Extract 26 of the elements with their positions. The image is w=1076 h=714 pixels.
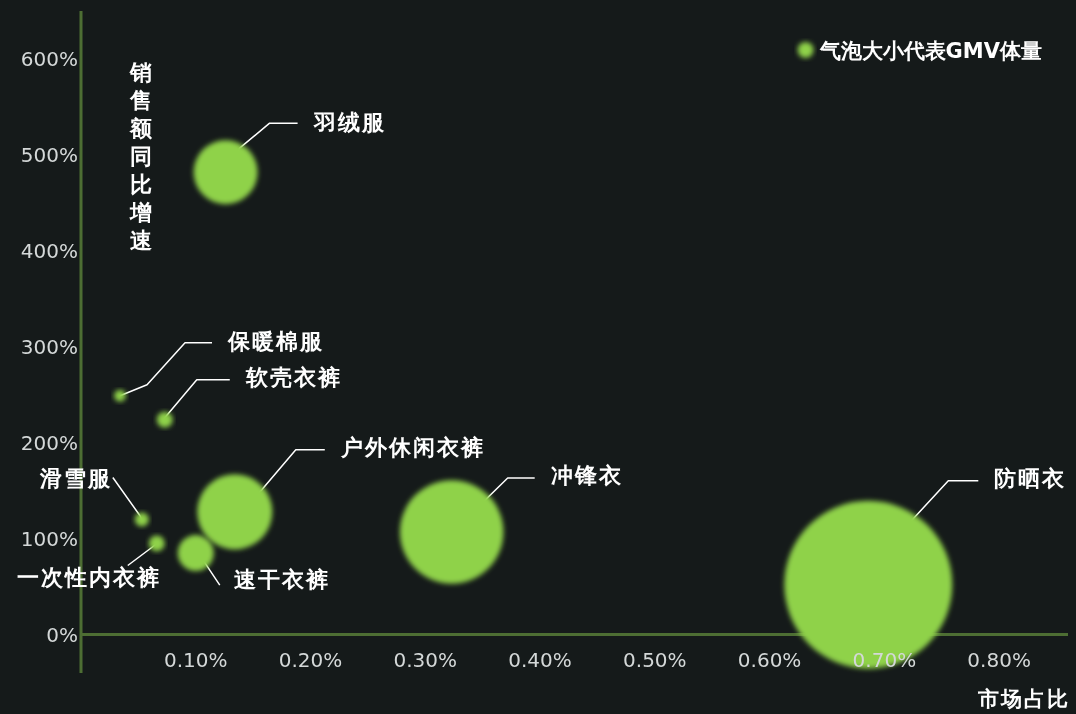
x-tick-label: 0.40%: [508, 647, 572, 672]
annotation: 滑雪服: [38, 466, 112, 492]
x-axis-title: 市场占比: [977, 687, 1070, 711]
annotation: 保暖棉服: [227, 328, 325, 354]
x-tick-label: 0.60%: [737, 647, 802, 672]
annotation: 户外休闲衣裤: [339, 434, 485, 460]
annotation: 防晒衣: [994, 465, 1067, 491]
y-axis-title: 销售额同比增速: [129, 60, 153, 253]
annotation: 一次性内衣裤: [16, 565, 161, 591]
x-tick-label: 0.30%: [393, 647, 458, 672]
y-tick-label: 300%: [20, 334, 78, 359]
annotation: 速干衣裤: [233, 567, 330, 593]
x-tick-label: 0.80%: [967, 647, 1031, 672]
y-tick-label: 400%: [20, 238, 78, 263]
y-tick-label: 200%: [20, 430, 78, 455]
y-tick-label: 0%: [46, 622, 78, 647]
x-tick-label: 0.20%: [278, 647, 343, 672]
annotation: 软壳衣裤: [244, 364, 342, 390]
x-tick-label: 0.50%: [623, 647, 687, 672]
y-tick-label: 500%: [20, 142, 78, 167]
x-tick-label: 0.10%: [163, 647, 228, 672]
annotation: 羽绒服: [312, 110, 386, 136]
y-tick-label: 600%: [20, 46, 78, 71]
y-tick-label: 100%: [20, 526, 78, 551]
annotation: 冲锋衣: [550, 462, 623, 488]
legend: 气泡大小代表GMV体量: [797, 39, 1042, 63]
